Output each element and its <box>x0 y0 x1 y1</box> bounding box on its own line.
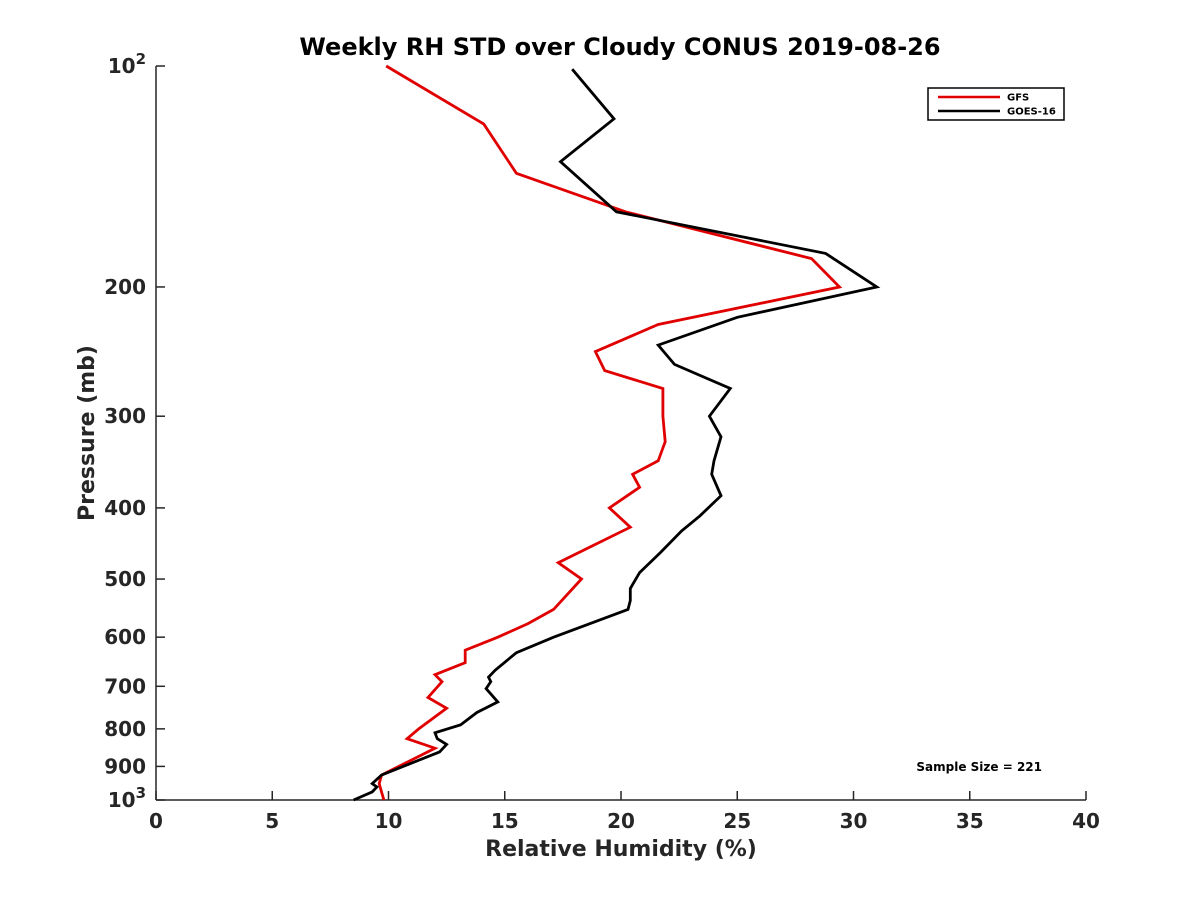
y-tick-label: 102 <box>108 50 146 78</box>
x-tick-label: 20 <box>607 809 635 833</box>
x-tick-label: 15 <box>491 809 519 833</box>
y-tick-label: 900 <box>104 754 146 778</box>
sample-size-annotation: Sample Size = 221 <box>916 760 1042 774</box>
y-ticks: 102 200 300 400 500 600 700 800 900 103 <box>104 50 165 812</box>
y-tick-label: 500 <box>104 567 146 591</box>
plot-area: 0 5 10 15 20 25 30 35 40 102 200 300 400 500 600 700 80… <box>104 50 1100 833</box>
legend-box <box>927 87 1065 121</box>
y-tick-label: 300 <box>104 404 146 428</box>
series-line-gfs <box>377 64 843 801</box>
legend-label-gfs: GFS <box>1007 93 1029 104</box>
x-tick-label: 30 <box>840 809 868 833</box>
x-tick-label: 5 <box>265 809 279 833</box>
x-tick-label: 0 <box>149 809 163 833</box>
y-tick-label: 103 <box>108 784 146 812</box>
y-tick-label: 800 <box>104 717 146 741</box>
x-axis-label: Relative Humidity (%) <box>485 837 757 862</box>
y-tick-label: 400 <box>104 496 146 520</box>
x-tick-label: 35 <box>956 809 984 833</box>
series-line-goes-16 <box>353 68 881 802</box>
chart-title: Weekly RH STD over Cloudy CONUS 2019-08-… <box>299 33 940 61</box>
x-ticks: 0 5 10 15 20 25 30 35 40 <box>149 791 1100 833</box>
x-tick-label: 40 <box>1072 809 1100 833</box>
y-tick-label: 700 <box>104 674 146 698</box>
y-axis-label: Pressure (mb) <box>75 345 100 521</box>
x-tick-label: 10 <box>375 809 403 833</box>
y-tick-label: 600 <box>104 625 146 649</box>
series-lines <box>353 64 881 802</box>
legend-label-goes-16: GOES-16 <box>1007 107 1056 118</box>
legend: GFS GOES-16 <box>927 87 1065 121</box>
x-tick-label: 25 <box>723 809 751 833</box>
y-tick-label: 200 <box>104 275 146 299</box>
